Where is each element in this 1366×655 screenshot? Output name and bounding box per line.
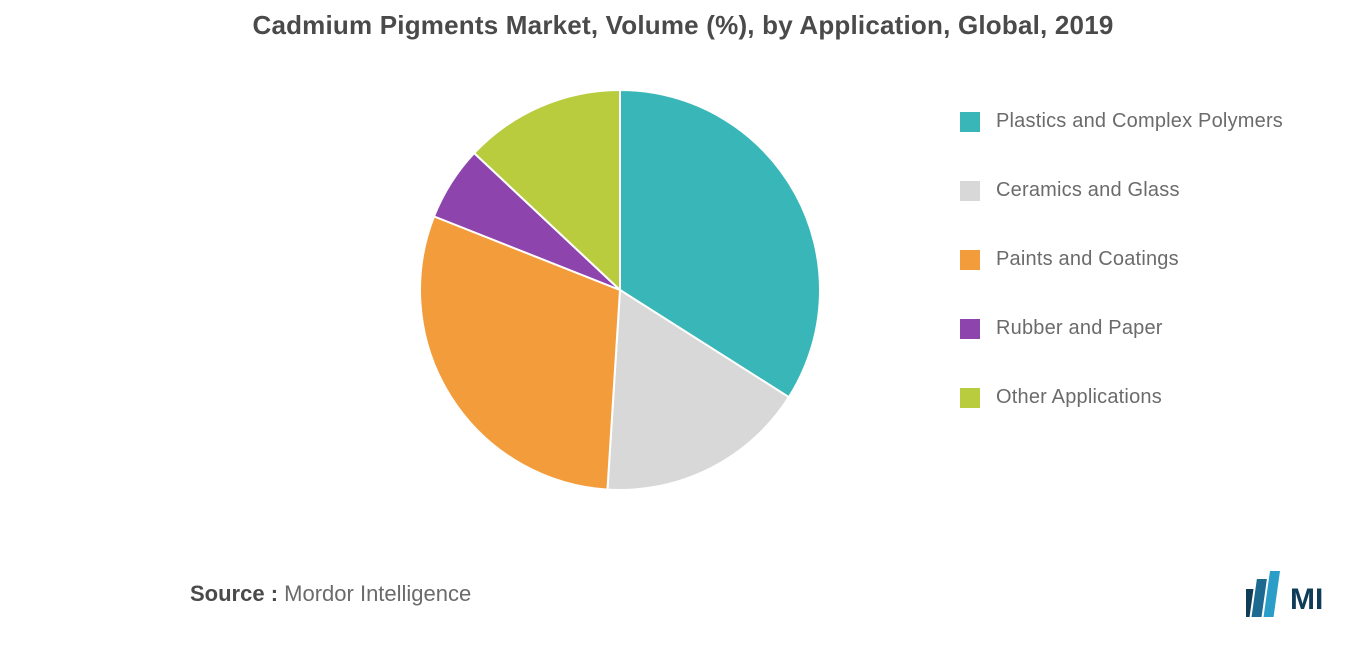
- legend-item: Other Applications: [960, 386, 1340, 409]
- legend-item: Rubber and Paper: [960, 317, 1340, 340]
- legend-swatch: [960, 388, 980, 408]
- brand-logo: MI: [1246, 571, 1326, 621]
- legend-swatch: [960, 181, 980, 201]
- legend-swatch: [960, 250, 980, 270]
- legend-item: Ceramics and Glass: [960, 179, 1340, 202]
- legend-swatch: [960, 112, 980, 132]
- legend-label: Rubber and Paper: [996, 317, 1163, 340]
- legend-label: Plastics and Complex Polymers: [996, 110, 1283, 133]
- legend-item: Plastics and Complex Polymers: [960, 110, 1340, 133]
- pie-chart: [420, 90, 820, 490]
- chart-canvas: Cadmium Pigments Market, Volume (%), by …: [0, 0, 1366, 655]
- logo-bar: [1264, 571, 1280, 617]
- source-prefix: Source :: [190, 581, 278, 606]
- logo-text: MI: [1290, 583, 1323, 616]
- source-attribution: Source : Mordor Intelligence: [190, 581, 471, 607]
- chart-title: Cadmium Pigments Market, Volume (%), by …: [0, 10, 1366, 41]
- legend-item: Paints and Coatings: [960, 248, 1340, 271]
- legend-swatch: [960, 319, 980, 339]
- legend-label: Paints and Coatings: [996, 248, 1179, 271]
- legend-label: Other Applications: [996, 386, 1162, 409]
- legend: Plastics and Complex Polymers Ceramics an…: [960, 110, 1340, 455]
- legend-label: Ceramics and Glass: [996, 179, 1180, 202]
- source-name: Mordor Intelligence: [284, 581, 471, 606]
